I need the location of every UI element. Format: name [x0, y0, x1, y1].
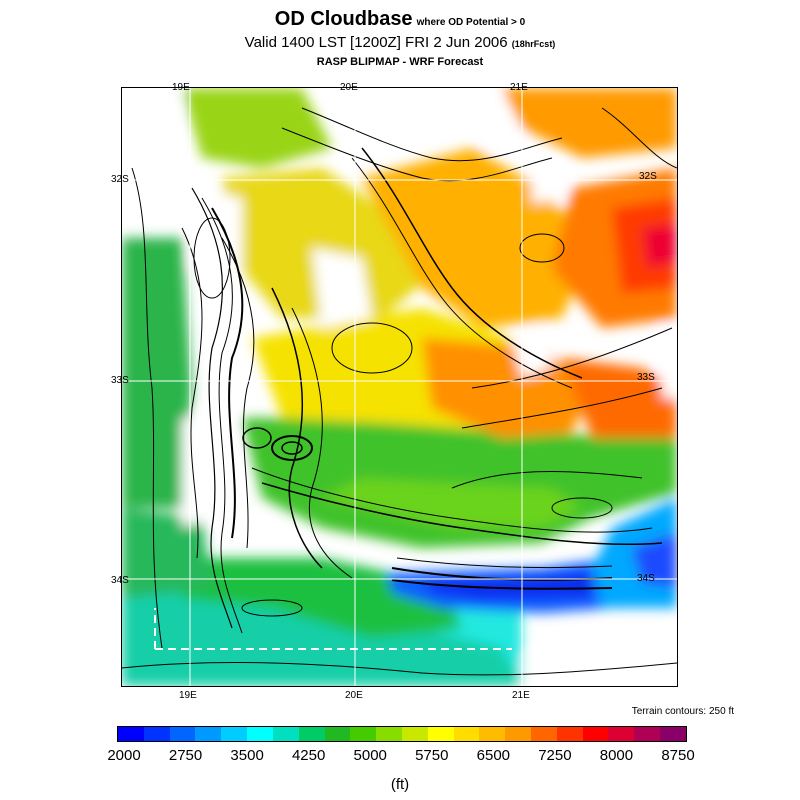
bottom-lon-label: 20E [345, 690, 363, 701]
left-lat-label: 33S [111, 375, 129, 386]
color-swatch [531, 727, 557, 741]
color-scale-tick-label: 6500 [476, 747, 511, 764]
color-swatch [298, 727, 325, 741]
color-swatch [143, 727, 170, 741]
color-swatch [221, 727, 248, 741]
color-scale-tick-label: 7250 [538, 747, 572, 764]
color-swatch [582, 727, 609, 741]
top-lon-label: 21E [510, 82, 528, 93]
source-line: RASP BLIPMAP - WRF Forecast [316, 56, 484, 68]
color-swatch [453, 727, 480, 741]
valid-time-line: Valid 1400 LST [1200Z] FRI 2 Jun 2006 (1… [0, 34, 800, 51]
color-swatch [324, 727, 351, 741]
map-canvas [122, 88, 677, 686]
top-lon-label: 20E [340, 82, 358, 93]
valid-time: Valid 1400 LST [1200Z] FRI 2 Jun 2006 [244, 34, 508, 51]
right-lat-label: 34S [637, 573, 655, 584]
terrain-contours [122, 107, 677, 676]
color-scale-tick-label: 8000 [599, 747, 634, 764]
cloudbase-map: 19E 20E 21E 32S 33S 34S 32S 33S 34S [111, 82, 678, 687]
color-scale-unit: (ft) [390, 776, 410, 793]
color-swatch [247, 727, 273, 741]
color-swatch [376, 727, 402, 741]
color-swatch [169, 727, 196, 741]
color-scale-tick-label: 8750 [661, 747, 695, 764]
color-swatch [427, 727, 454, 741]
color-swatch [479, 727, 506, 741]
bottom-lon-label: 19E [179, 690, 197, 701]
left-lat-label: 32S [111, 174, 129, 185]
color-scale-tick-label: 2000 [107, 747, 141, 764]
color-swatch [634, 727, 661, 741]
forecast-hour: (18hrFcst) [511, 39, 556, 49]
color-scale-bar [117, 726, 687, 742]
left-lat-label: 34S [111, 575, 129, 586]
top-lon-label: 19E [172, 82, 190, 93]
title-main: OD Cloudbase [274, 8, 413, 30]
color-scale-tick-label: 3500 [230, 747, 264, 764]
color-swatch [401, 727, 428, 741]
color-swatch [556, 727, 583, 741]
color-swatch [272, 727, 299, 741]
color-swatch [195, 727, 222, 741]
color-scale-tick-label: 2750 [168, 747, 203, 764]
bottom-lon-label: 21E [512, 690, 530, 701]
color-swatch [505, 727, 531, 741]
color-swatch [660, 727, 686, 741]
color-scale-tick-label: 5750 [415, 747, 449, 764]
color-scale-tick-label: 4250 [291, 747, 326, 764]
color-scale-tick-label: 5000 [353, 747, 387, 764]
terrain-contours-note: Terrain contours: 250 ft [631, 706, 734, 717]
right-lat-label: 33S [637, 372, 655, 383]
title-qualifier: where OD Potential > 0 [416, 17, 526, 28]
color-swatch [350, 727, 377, 741]
map-title: OD Cloudbase where OD Potential > 0 [0, 8, 800, 31]
lat-lon-grid [122, 88, 677, 686]
right-lat-label: 32S [639, 171, 657, 182]
color-swatch [118, 727, 144, 741]
color-swatch [608, 727, 635, 741]
